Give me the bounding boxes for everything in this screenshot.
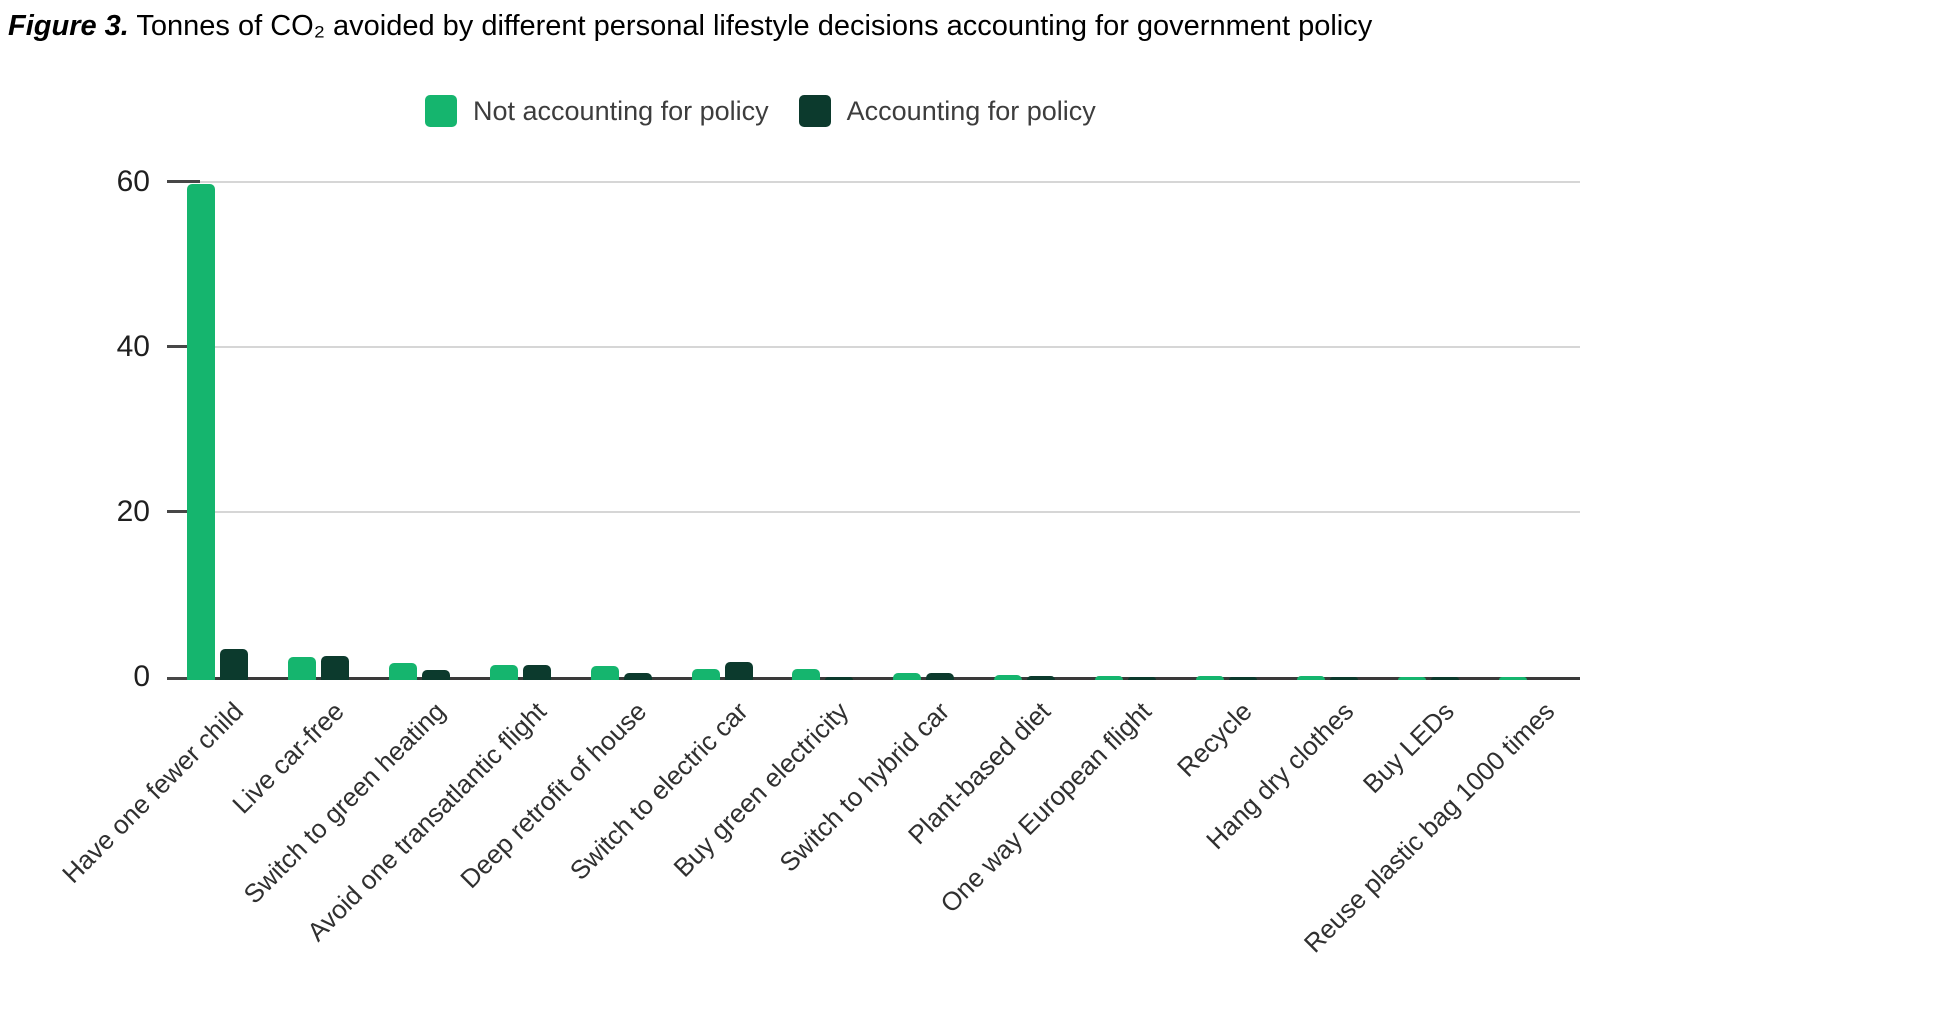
bar: [1128, 676, 1157, 680]
bar: [1095, 675, 1124, 680]
bar-group: [1277, 182, 1378, 680]
bar-group: [470, 182, 571, 680]
y-tick-label-20: 20: [116, 495, 150, 528]
bar-group: [1378, 182, 1479, 680]
bar: [1027, 676, 1056, 680]
gridline-y60: [167, 181, 1580, 183]
bar: [320, 656, 349, 680]
bar-group: [773, 182, 874, 680]
bar-group: [369, 182, 470, 680]
bar: [1229, 676, 1258, 680]
bar: [1498, 676, 1527, 680]
figure-title: Figure 3. Tonnes of CO₂ avoided by diffe…: [8, 6, 1918, 46]
bar: [792, 668, 821, 680]
legend-item-accounting: Accounting for policy: [798, 95, 1096, 127]
y-tick-label-0: 0: [133, 660, 150, 693]
bar-group: [167, 182, 268, 680]
x-category-label: Recycle: [1171, 696, 1258, 783]
bar: [421, 670, 450, 680]
bar: [1431, 676, 1460, 680]
figure-number-label: Figure 3.: [8, 10, 129, 42]
x-category-label: Have one fewer child: [55, 696, 249, 889]
gridline-y40: [167, 346, 1580, 348]
bar-group: [672, 182, 773, 680]
bar-group: [974, 182, 1075, 680]
y-tick-label-40: 40: [116, 330, 150, 363]
bar: [825, 676, 854, 680]
bar-group: [1075, 182, 1176, 680]
bar: [1297, 676, 1326, 680]
bar: [893, 672, 922, 680]
gridline-y20: [167, 511, 1580, 513]
figure-title-text: Tonnes of CO₂ avoided by different perso…: [128, 10, 1373, 42]
legend-swatch-icon: [425, 95, 457, 127]
x-category-label: Switch to electric car: [563, 696, 754, 886]
x-category-label: Buy green electricity: [667, 696, 855, 883]
bar: [219, 648, 248, 680]
y-tick-mark-0: [167, 677, 200, 680]
bar: [724, 662, 753, 680]
y-tick-mark-40: [167, 345, 200, 348]
legend-item-not-accounting: Not accounting for policy: [425, 95, 769, 127]
x-category-label: Buy LEDs: [1356, 696, 1460, 799]
bar-group: [873, 182, 974, 680]
legend-label: Accounting for policy: [846, 95, 1096, 126]
bar: [489, 664, 518, 680]
bar: [1398, 676, 1427, 680]
x-axis-labels: Have one fewer child Live car-free Switch …: [0, 680, 1934, 1016]
y-tick-label-60: 60: [116, 165, 150, 198]
x-axis-line: [167, 677, 1580, 680]
bar-group: [1176, 182, 1277, 680]
bar: [623, 672, 652, 680]
y-tick-mark-20: [167, 510, 200, 513]
chart-legend: Not accounting for policy Accounting for …: [425, 92, 1096, 130]
bar-series: [167, 182, 1580, 680]
y-tick-mark-60: [167, 180, 200, 183]
bar: [590, 666, 619, 680]
bar-group: [571, 182, 672, 680]
legend-swatch-icon: [798, 95, 831, 127]
bar: [994, 675, 1023, 680]
y-axis: 0 20 40 60: [50, 165, 150, 693]
bar: [926, 673, 955, 680]
bar-group: [268, 182, 369, 680]
x-category-label: One way European flight: [934, 696, 1158, 919]
bar: [287, 657, 316, 680]
plot-area: [167, 180, 1580, 680]
x-category-label: Switch to green heating: [237, 696, 451, 910]
bar: [522, 665, 551, 680]
x-category-label: Deep retrofit of house: [454, 696, 653, 895]
x-category-label: Switch to hybrid car: [773, 696, 956, 878]
bar: [186, 183, 215, 680]
bar: [1196, 676, 1225, 680]
legend-label: Not accounting for policy: [473, 95, 769, 126]
bar: [1330, 676, 1359, 680]
bar: [388, 662, 417, 680]
bar: [691, 668, 720, 680]
bar-group: [1479, 182, 1580, 680]
